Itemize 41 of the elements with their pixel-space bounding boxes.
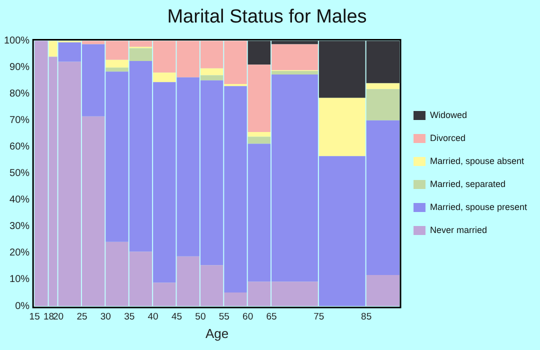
legend-label: Divorced [430, 132, 466, 143]
y-tick-label: 30% [10, 221, 30, 232]
y-tick-label: 0% [15, 300, 30, 312]
bar [200, 68, 224, 76]
x-tick-label: 20 [52, 311, 64, 322]
x-tick-label: 35 [124, 311, 135, 322]
x-axis-title: Age [205, 326, 229, 341]
x-tick-label: 18 [44, 311, 54, 322]
x-tick-label: 25 [76, 311, 88, 322]
x-tick-label: 60 [242, 311, 254, 322]
legend-label: Married, spouse present [430, 202, 528, 212]
x-tick-label: 45 [171, 311, 182, 322]
x-tick-label: 15 [29, 311, 40, 322]
bar [248, 136, 271, 144]
y-tick-label: 20% [10, 248, 30, 259]
bar [153, 72, 176, 82]
y-tick-label: 60% [10, 142, 30, 153]
y-tick-label: 100% [4, 36, 30, 47]
y-tick-label: 50% [10, 168, 30, 180]
legend-label: Married, separated [430, 178, 506, 189]
bar [106, 68, 128, 72]
legend-label: Married, spouse absent [430, 156, 525, 166]
bar [129, 48, 152, 61]
legend-label: Widowed [430, 110, 468, 120]
y-tick-label: 90% [10, 62, 30, 74]
y-tick-label: 10% [10, 274, 30, 286]
y-tick-label: 80% [10, 88, 30, 100]
x-tick-label: 85 [361, 311, 372, 322]
x-tick-label: 30 [100, 311, 111, 322]
x-tick-label: 75 [314, 311, 324, 322]
x-tick-label: 55 [218, 311, 230, 322]
x-tick-label: 50 [195, 311, 206, 322]
bar [106, 60, 128, 68]
y-tick-label: 70% [10, 115, 30, 126]
x-tick-label: 40 [148, 311, 158, 322]
bar [200, 75, 224, 80]
x-tick-label: 65 [266, 311, 277, 322]
y-tick-label: 40% [10, 194, 30, 206]
chart-title: Marital Status for Males [167, 6, 367, 28]
legend-label: Never married [430, 224, 488, 235]
bar [248, 132, 271, 137]
